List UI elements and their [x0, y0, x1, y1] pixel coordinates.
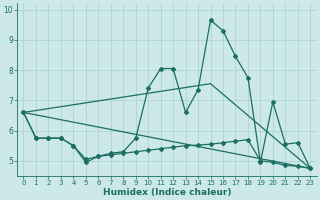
X-axis label: Humidex (Indice chaleur): Humidex (Indice chaleur)	[103, 188, 231, 197]
